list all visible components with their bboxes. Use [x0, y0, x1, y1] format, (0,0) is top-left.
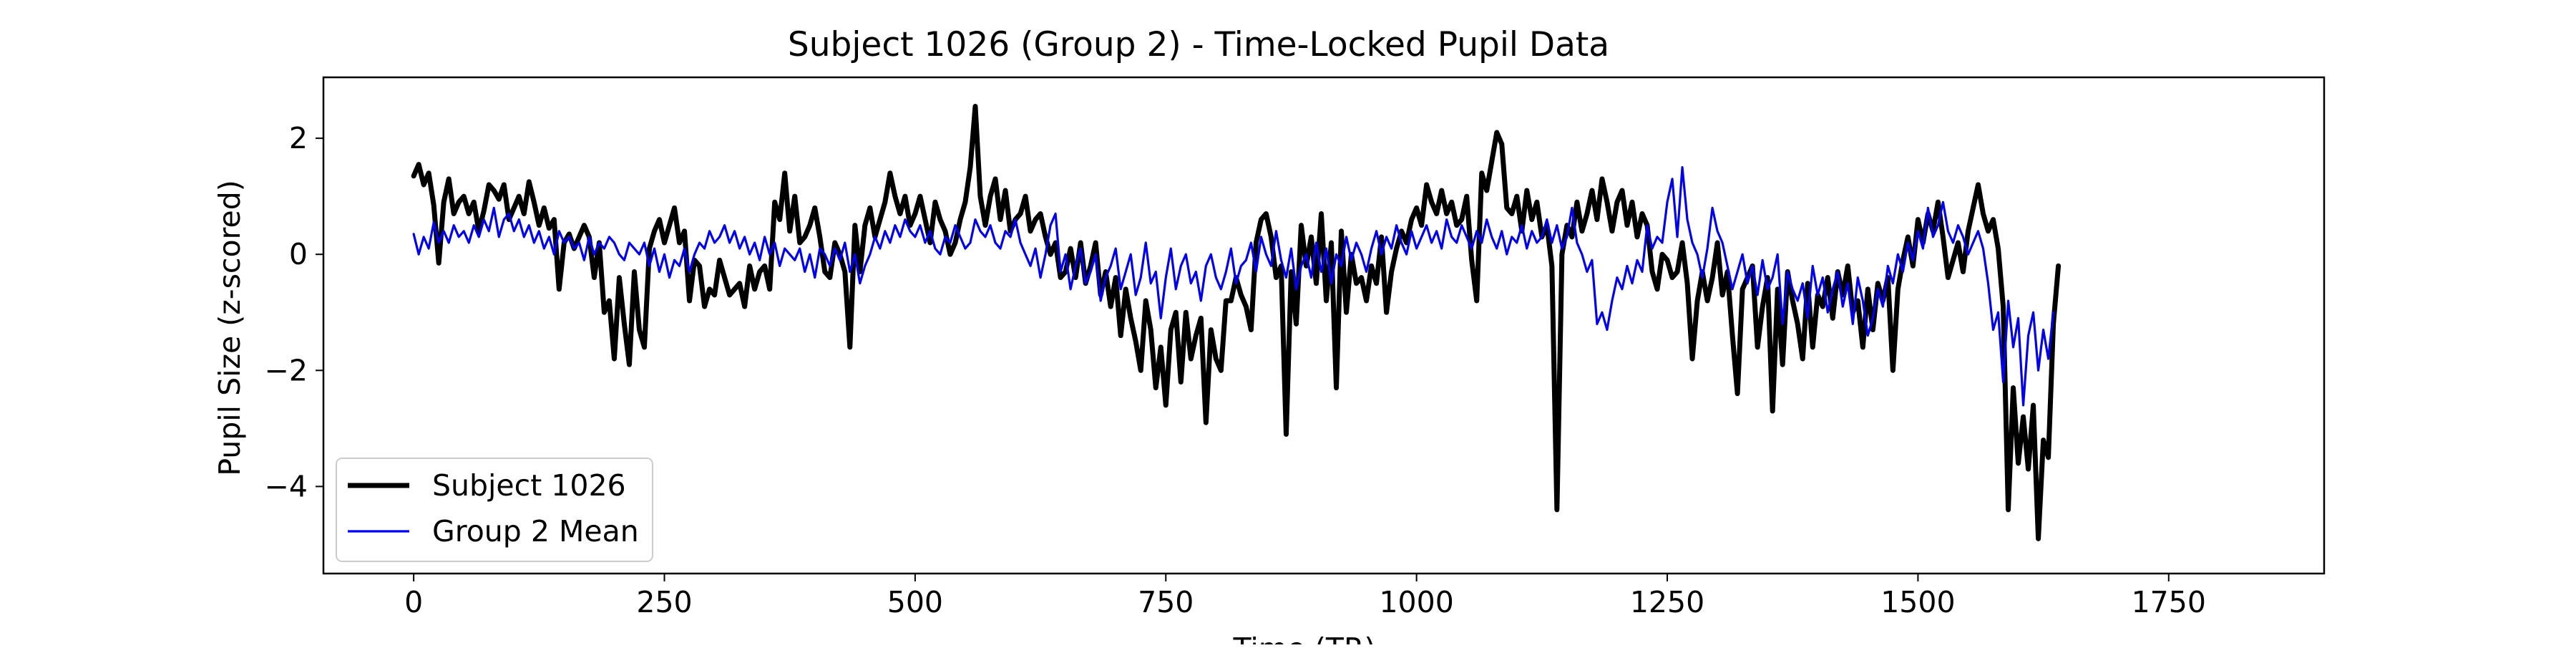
- y-tick-label: 0: [289, 237, 308, 271]
- x-tick-label: 1750: [2132, 585, 2206, 619]
- plot-frame: [322, 76, 2326, 575]
- y-axis-ticks: −4 −2 0 2: [265, 121, 323, 503]
- y-tick-label: −2: [265, 353, 308, 387]
- legend-label: Subject 1026: [432, 468, 626, 503]
- x-tick-label: 1000: [1379, 585, 1453, 619]
- plot-area: [411, 104, 2062, 541]
- chart-title: Subject 1026 (Group 2) - Time-Locked Pup…: [788, 25, 1609, 64]
- x-tick-label: 1250: [1630, 585, 1704, 619]
- legend-label: Group 2 Mean: [432, 514, 639, 548]
- x-tick-label: 250: [636, 585, 692, 619]
- x-tick-label: 0: [404, 585, 423, 619]
- x-tick-label: 1500: [1880, 585, 1955, 619]
- x-axis-label: Time (TR): [1233, 632, 1376, 644]
- y-tick-label: 2: [289, 121, 308, 155]
- x-tick-label: 500: [887, 585, 943, 619]
- y-tick-label: −4: [265, 469, 308, 503]
- legend-box: [336, 458, 653, 562]
- y-axis-label: Pupil Size (z-scored): [213, 180, 247, 476]
- group-mean-series-line: [412, 166, 2055, 407]
- x-axis-ticks: 0 250 500 750 1000 1250 1500 1750: [404, 574, 2206, 619]
- x-tick-label: 750: [1138, 585, 1194, 619]
- legend: Subject 1026 Group 2 Mean: [336, 458, 653, 562]
- series-group: [411, 104, 2062, 541]
